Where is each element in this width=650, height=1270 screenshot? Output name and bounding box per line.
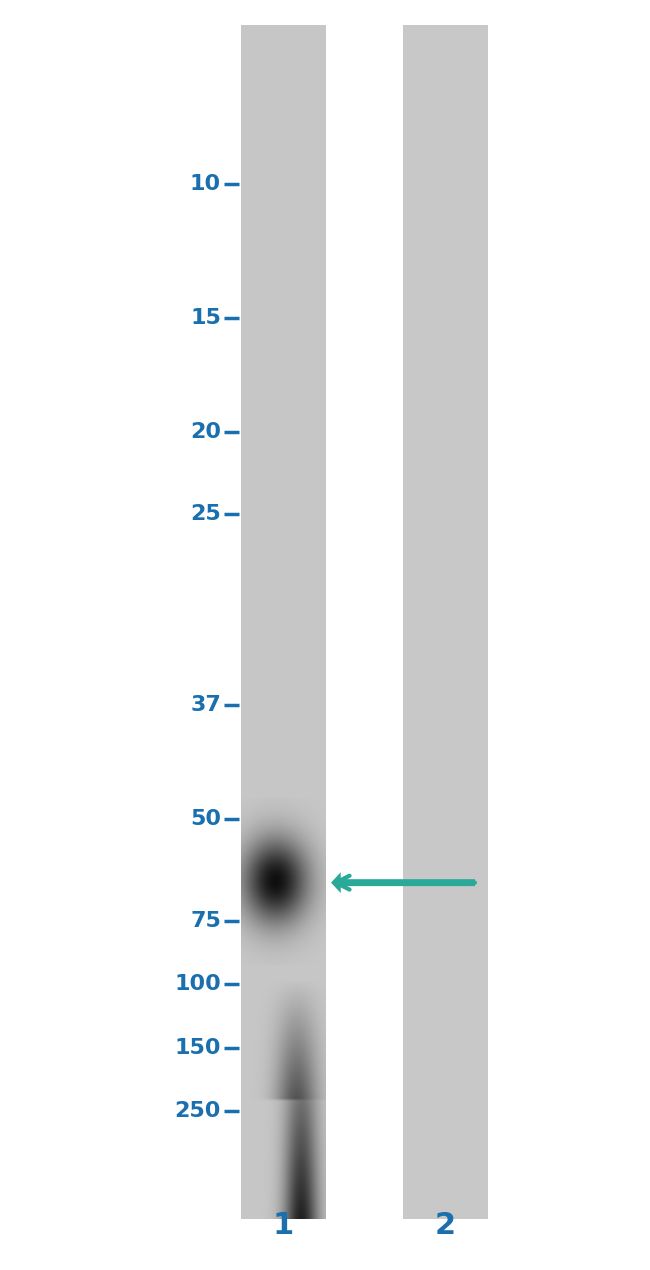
Text: 15: 15 <box>190 307 221 328</box>
FancyBboxPatch shape <box>403 25 488 1219</box>
Text: 20: 20 <box>190 422 221 442</box>
FancyBboxPatch shape <box>240 25 325 1219</box>
Text: 150: 150 <box>174 1038 221 1058</box>
Text: 50: 50 <box>190 809 221 829</box>
Text: 25: 25 <box>190 504 221 525</box>
Text: 250: 250 <box>175 1101 221 1121</box>
Text: 75: 75 <box>190 911 221 931</box>
Text: 100: 100 <box>174 974 221 994</box>
Text: 10: 10 <box>190 174 221 194</box>
Text: 37: 37 <box>190 695 221 715</box>
Text: 2: 2 <box>435 1212 456 1240</box>
Text: 1: 1 <box>272 1212 293 1240</box>
